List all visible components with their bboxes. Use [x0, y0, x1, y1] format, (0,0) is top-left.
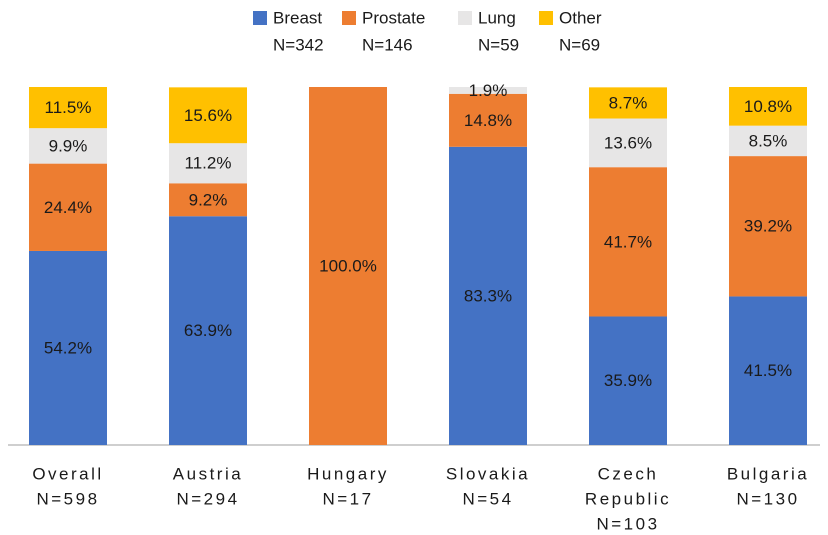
bar-segment	[729, 296, 807, 445]
bar-segment	[169, 143, 247, 184]
legend-swatch	[253, 11, 267, 25]
value-label: 11.5%	[45, 98, 92, 117]
value-label: 8.5%	[749, 131, 788, 150]
x-tick-label: N=294	[176, 489, 239, 508]
value-label: 8.7%	[609, 93, 648, 112]
bar-segment	[729, 125, 807, 157]
value-label: 10.8%	[744, 97, 792, 116]
value-label: 41.7%	[604, 232, 652, 251]
bar-segment	[729, 87, 807, 126]
bar-segment	[449, 87, 527, 94]
bar-segment	[449, 146, 527, 445]
legend-label: Prostate	[362, 8, 425, 27]
legend-swatch	[539, 11, 553, 25]
value-label: 54.2%	[44, 338, 92, 357]
legend-label: Lung	[478, 8, 516, 27]
legend-count: N=342	[273, 35, 324, 54]
x-tick-label: Czech	[598, 464, 659, 483]
x-tick-label: N=17	[322, 489, 373, 508]
legend-label: Other	[559, 8, 602, 27]
bar-segment	[29, 163, 107, 251]
value-label: 83.3%	[464, 286, 512, 305]
x-tick-label: Hungary	[307, 464, 389, 483]
value-label: 11.2%	[185, 154, 232, 173]
legend-count: N=69	[559, 35, 600, 54]
x-tick-label: Bulgaria	[727, 464, 809, 483]
legend-swatch	[342, 11, 356, 25]
value-label: 24.4%	[44, 198, 92, 217]
value-label: 63.9%	[184, 321, 232, 340]
value-label: 9.9%	[49, 136, 88, 155]
value-label: 41.5%	[744, 361, 792, 380]
bar-segment	[29, 128, 107, 164]
legend-count: N=59	[478, 35, 519, 54]
bar-segment	[169, 216, 247, 445]
x-tick-label: Overall	[32, 464, 103, 483]
value-label: 13.6%	[604, 133, 652, 152]
bar-segment	[29, 250, 107, 445]
bar-segment	[729, 156, 807, 297]
bar-segment	[309, 87, 387, 445]
value-label: 100.0%	[319, 256, 377, 275]
value-label: 15.6%	[184, 106, 232, 125]
x-tick-label: Slovakia	[446, 464, 530, 483]
bar-segment	[449, 93, 527, 147]
bar-segment	[29, 87, 107, 129]
bar-segment	[589, 87, 667, 119]
bar-segment	[169, 87, 247, 144]
bar-segment	[589, 167, 667, 317]
bar-segment	[169, 183, 247, 217]
x-tick-label: Republic	[585, 489, 671, 508]
legend-count: N=146	[362, 35, 413, 54]
legend-label: Breast	[273, 8, 322, 27]
value-label: 39.2%	[744, 217, 792, 236]
x-tick-label: N=598	[36, 489, 99, 508]
x-tick-label: Austria	[173, 464, 243, 483]
legend-swatch	[458, 11, 472, 25]
bar-segment	[589, 316, 667, 445]
x-tick-label: N=103	[596, 514, 659, 533]
x-tick-label: N=130	[736, 489, 799, 508]
value-label: 14.8%	[464, 111, 512, 130]
value-label: 35.9%	[604, 371, 652, 390]
bar-segment	[589, 118, 667, 168]
value-label: 1.9%	[469, 81, 508, 100]
value-label: 9.2%	[189, 190, 228, 209]
x-tick-label: N=54	[462, 489, 513, 508]
